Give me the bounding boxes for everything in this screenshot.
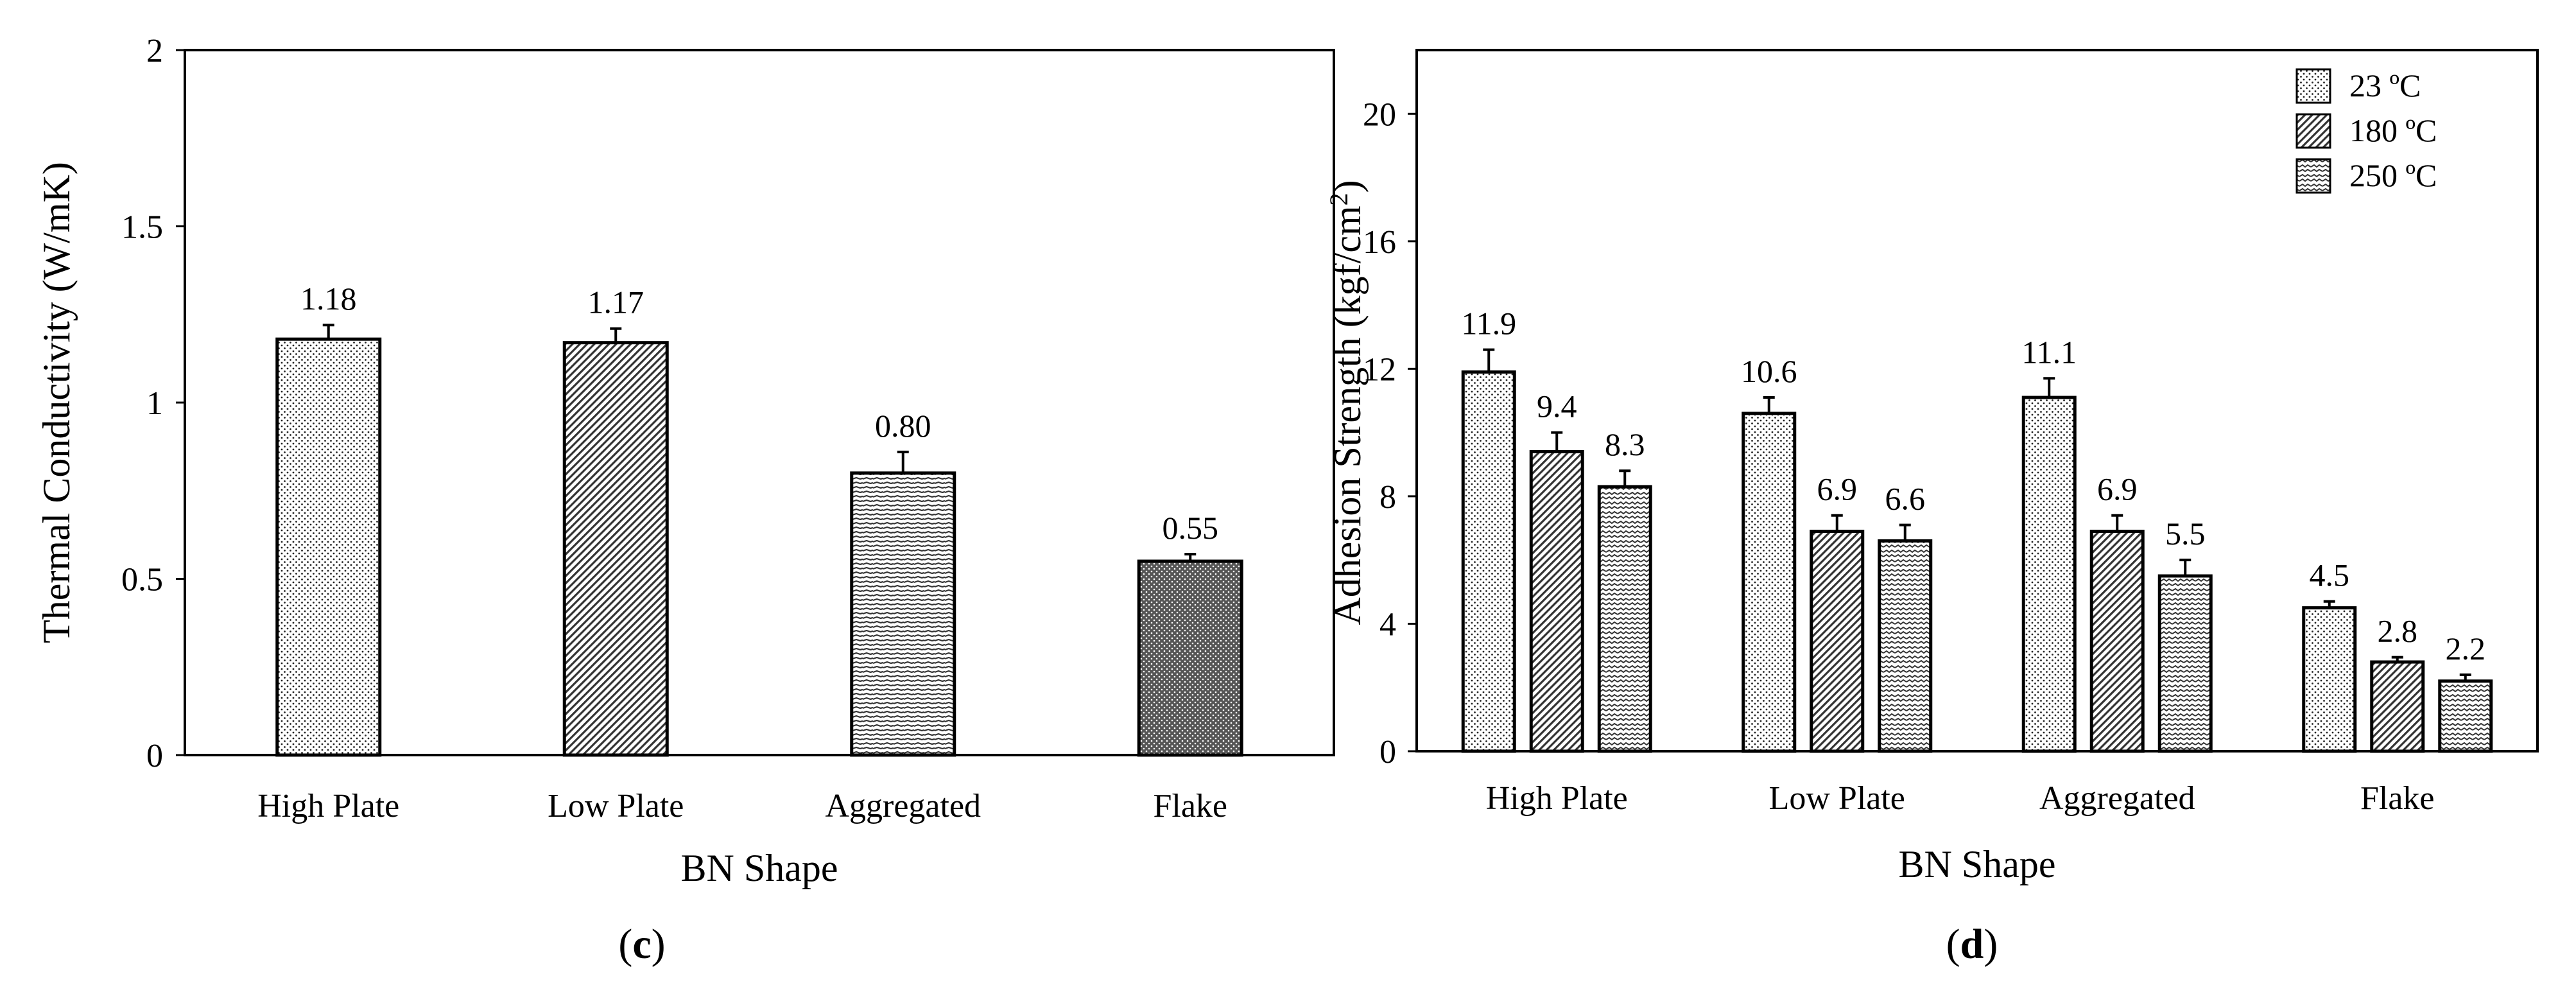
bar: [1137, 559, 1243, 757]
x-tick-label: Flake: [1153, 788, 1227, 824]
y-tick-label: 20: [1363, 96, 1396, 133]
data-label: 11.9: [1461, 306, 1516, 342]
bar: [2157, 574, 2213, 753]
bar: [2370, 660, 2425, 753]
y-tick-label: 8: [1379, 479, 1396, 516]
bar: [562, 341, 669, 757]
legend-label: 23 ºC: [2349, 67, 2421, 103]
bar: [850, 471, 956, 757]
data-label: 6.9: [1817, 471, 1858, 507]
x-tick-label: Low Plate: [548, 788, 684, 824]
data-label: 2.2: [2446, 631, 2486, 666]
data-label: 8.3: [1605, 426, 1645, 462]
x-tick-label: Aggregated: [825, 788, 981, 824]
y-axis-ticks: 0 0.5 1 1.5 2: [121, 33, 185, 774]
legend-swatch: [2295, 68, 2331, 104]
legend-swatch: [2295, 158, 2331, 194]
bar: [1810, 530, 1865, 753]
y-tick-label: 0: [1379, 734, 1396, 770]
data-label: 2.8: [2378, 613, 2418, 649]
legend-label: 180 ºC: [2349, 112, 2437, 148]
bar: [275, 337, 382, 757]
y-tick-label: 12: [1363, 351, 1396, 388]
y-tick-label: 16: [1363, 224, 1396, 261]
data-label: 4.5: [2310, 557, 2350, 593]
y-tick-label: 0: [146, 738, 163, 774]
y-tick-label: 4: [1379, 606, 1396, 643]
y-axis-ticks: 0 4 8 12 16 20: [1363, 96, 1417, 770]
bar: [1878, 539, 1933, 753]
bar: [2438, 679, 2493, 753]
data-label: 0.55: [1163, 510, 1219, 546]
data-label: 6.9: [2097, 471, 2138, 507]
y-tick-label: 1.5: [121, 209, 163, 246]
y-tick-label: 0.5: [121, 562, 163, 598]
bar: [2021, 396, 2077, 753]
x-tick-label: Low Plate: [1769, 780, 1905, 817]
data-label: 10.6: [1741, 353, 1797, 389]
data-label: 1.17: [588, 284, 644, 320]
x-tick-label: Flake: [2360, 780, 2435, 817]
bars: 1.18 1.17 0.80 0.55: [275, 281, 1243, 757]
y-axis-title: Adhesion Strength (kgf/cm2): [1324, 180, 1369, 625]
bar: [2302, 606, 2357, 753]
legend: 23 ºC 180 ºC 250 ºC: [2295, 67, 2437, 194]
bar: [1742, 412, 1797, 753]
data-label: 11.1: [2021, 334, 2077, 370]
y-tick-label: 2: [146, 33, 163, 69]
bar: [1597, 485, 1652, 753]
x-tick-label: High Plate: [257, 788, 399, 824]
x-tick-label: High Plate: [1486, 780, 1628, 817]
data-label: 0.80: [875, 408, 931, 444]
bar: [1529, 449, 1584, 753]
data-label: 6.6: [1885, 481, 1926, 517]
panel-label: (c): [618, 921, 665, 968]
panel-label: (d): [1946, 921, 1998, 968]
x-tick-label: Aggregated: [2039, 780, 2195, 817]
adhesion-strength-chart: 0 4 8 12 16 20 11.9 9.4 8.3 10.6 6.9 6.6 11.1 6.9 5.5…: [1324, 49, 2539, 968]
x-axis-title: BN Shape: [1899, 843, 2056, 885]
x-axis-title: BN Shape: [681, 847, 838, 889]
plot-frame: [1415, 49, 2539, 753]
data-label: 1.18: [300, 281, 357, 317]
legend-swatch: [2295, 113, 2331, 149]
y-tick-label: 1: [146, 385, 163, 422]
bar: [1461, 370, 1516, 753]
data-label: 9.4: [1537, 388, 1577, 424]
bar: [2089, 530, 2145, 753]
thermal-conductivity-chart: 0 0.5 1 1.5 2 1.18 1.17 0.80 0.55 High Plate Low…: [35, 33, 1335, 968]
x-axis-ticks: High Plate Low Plate Aggregated Flake: [257, 788, 1227, 824]
data-label: 5.5: [2165, 516, 2206, 552]
y-axis-title: Thermal Conductivity (W/mK): [35, 162, 78, 643]
legend-label: 250 ºC: [2349, 157, 2437, 193]
x-axis-ticks: High Plate Low Plate Aggregated Flake: [1486, 780, 2435, 817]
bars: 11.9 9.4 8.3 10.6 6.9 6.6 11.1 6.9 5.5 4.5 2.8 2.2: [1461, 306, 2493, 753]
